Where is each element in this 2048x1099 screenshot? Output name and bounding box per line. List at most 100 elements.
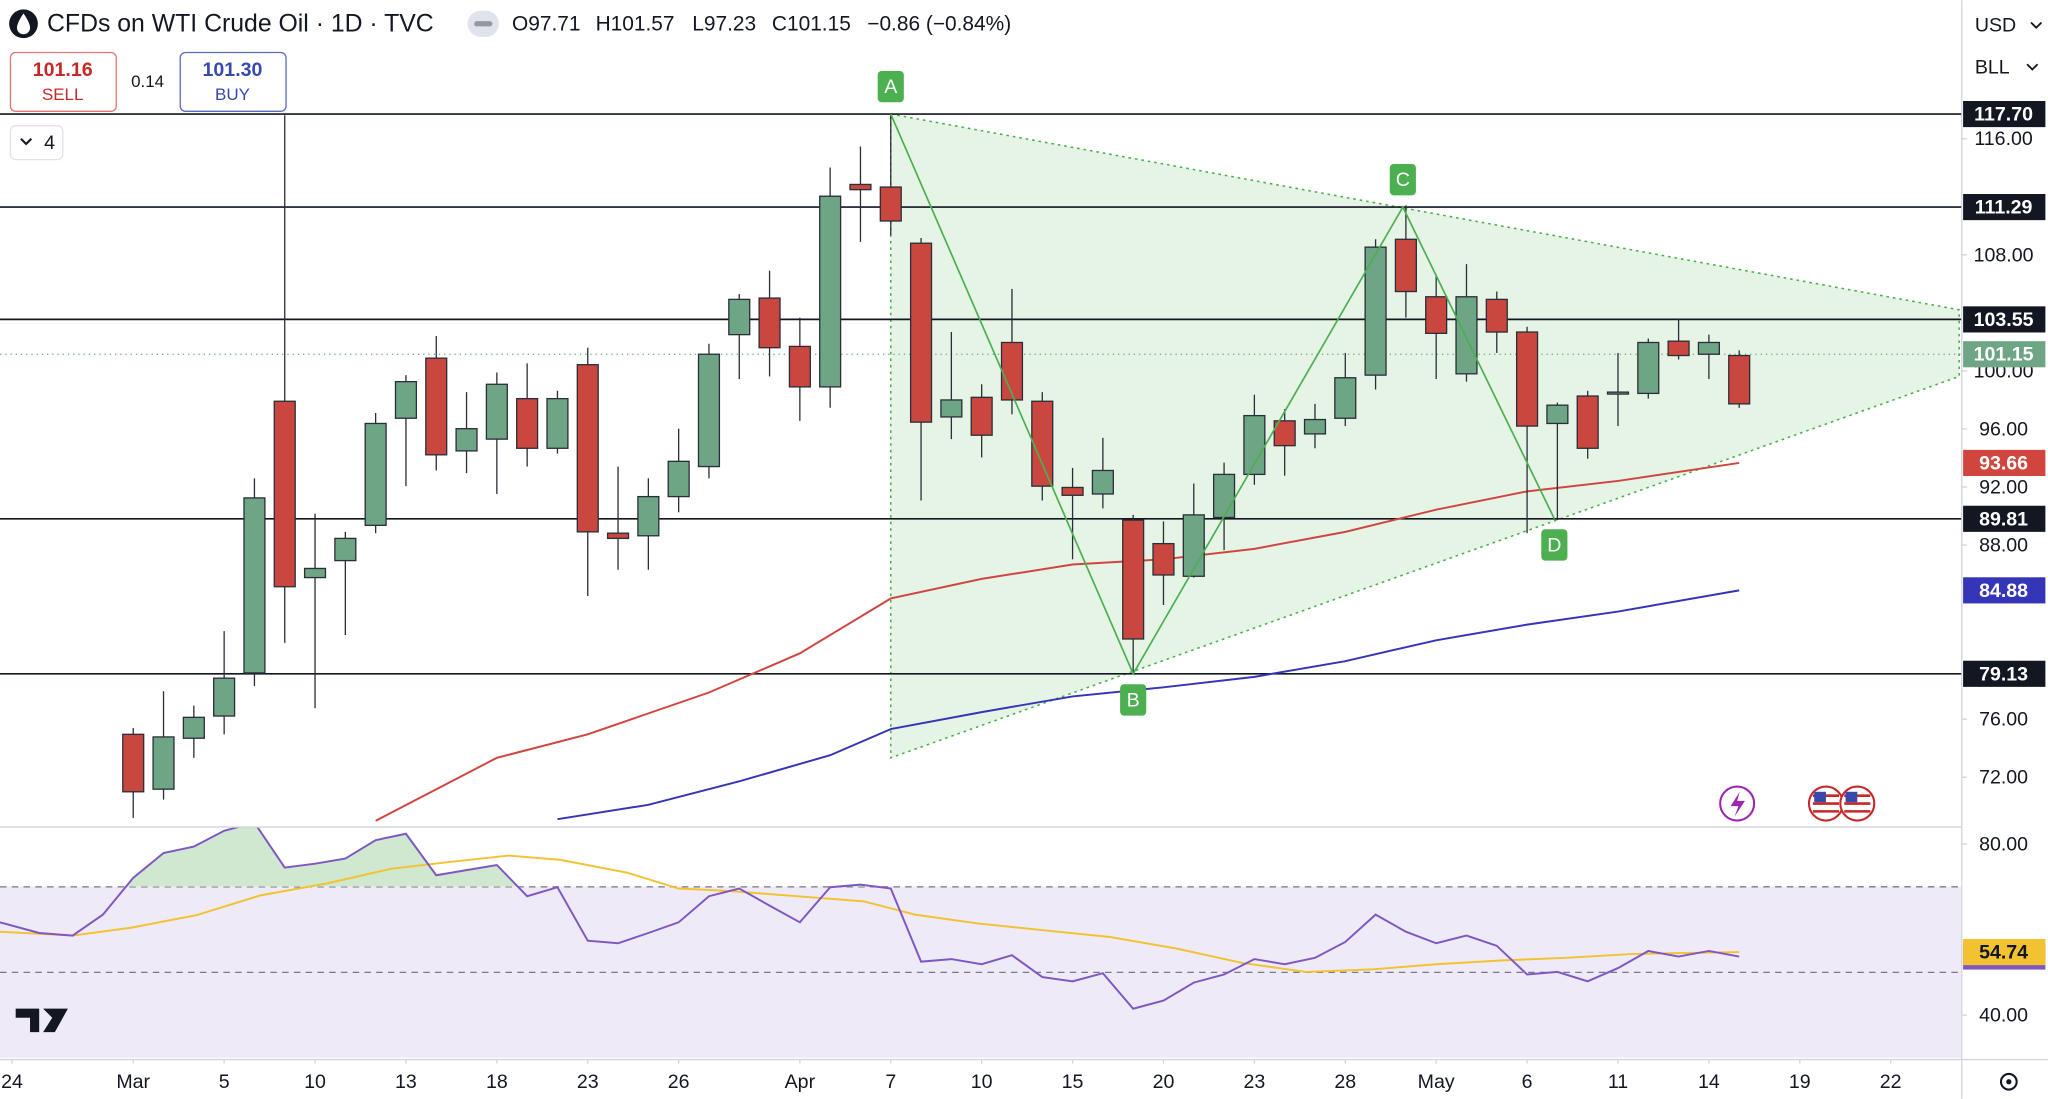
candle-body xyxy=(546,397,569,449)
ohlc-close: C101.15 xyxy=(772,13,851,36)
pattern-point-label: B xyxy=(1127,689,1140,711)
triangle-pattern xyxy=(889,113,1960,759)
y-tick-label: 80.00 xyxy=(1979,834,2028,856)
y-tick-label: 88.00 xyxy=(1979,535,2028,557)
pattern-point-label: D xyxy=(1547,534,1561,556)
candle-body xyxy=(1182,514,1205,577)
currency[interactable]: USD xyxy=(1975,15,2016,37)
sell-button[interactable] xyxy=(9,51,117,112)
x-tick-label: 15 xyxy=(1062,1071,1084,1093)
candle-body xyxy=(1364,246,1387,376)
candle-body xyxy=(1273,420,1296,447)
buy-label: BUY xyxy=(215,85,250,104)
price-label-bg xyxy=(1963,577,2046,604)
candle-body xyxy=(1697,341,1720,355)
y-tick-label: 116.00 xyxy=(1974,128,2033,150)
pattern-point-badge xyxy=(1389,163,1416,196)
flag-canton xyxy=(1814,791,1826,803)
candle-body xyxy=(1425,296,1448,334)
symbol-title[interactable]: CFDs on WTI Crude Oil · 1D · TVC xyxy=(47,11,434,38)
y-tick-label: 108.00 xyxy=(1974,244,2034,266)
price-label-bg xyxy=(1963,306,2046,333)
candle-body xyxy=(425,357,448,456)
candle-body xyxy=(182,716,205,739)
candle-body xyxy=(1637,341,1660,395)
indicators-toggle[interactable] xyxy=(9,125,64,161)
candle-body xyxy=(909,242,933,423)
candle-body xyxy=(394,381,418,419)
x-tick-label: 11 xyxy=(1608,1071,1628,1093)
chevron-icon xyxy=(2030,21,2043,29)
candle-body xyxy=(1576,395,1599,449)
x-tick-label: 22 xyxy=(1880,1071,1902,1093)
pattern-point-label: A xyxy=(884,76,898,98)
price-label: 111.29 xyxy=(1975,197,2033,219)
x-tick-label: 26 xyxy=(668,1071,690,1093)
moving-average xyxy=(375,461,1740,822)
price-label: 79.13 xyxy=(1979,663,2028,685)
candle-body xyxy=(243,497,266,674)
indicators-count: 4 xyxy=(44,132,55,154)
price-label: 117.70 xyxy=(1974,104,2033,126)
candle-body xyxy=(364,422,387,526)
tv-logo[interactable] xyxy=(15,1008,68,1033)
status-pill-dash xyxy=(474,21,493,27)
settings-icon[interactable] xyxy=(1999,1072,2018,1091)
price-label: 84.88 xyxy=(1979,580,2028,602)
x-tick-label: Apr xyxy=(785,1071,816,1093)
x-tick-label: 28 xyxy=(1334,1071,1356,1093)
candle-body xyxy=(819,195,842,388)
y-tick-label: 92.00 xyxy=(1979,477,2028,499)
pattern-point-badge xyxy=(1541,529,1568,561)
candle-body xyxy=(1485,298,1508,333)
chevron-icon xyxy=(20,137,33,146)
candle-body xyxy=(1122,519,1145,640)
candle-body xyxy=(788,345,811,388)
candle-body xyxy=(1728,354,1751,405)
candle-body xyxy=(1303,418,1327,435)
x-tick-label: 23 xyxy=(577,1071,599,1093)
x-tick-label: May xyxy=(1418,1071,1455,1093)
candle-body xyxy=(1606,391,1630,395)
candle-body xyxy=(1061,486,1084,496)
sell-price: 101.16 xyxy=(33,59,93,81)
price-label: 103.55 xyxy=(1974,309,2034,331)
spread: 0.14 xyxy=(131,72,164,91)
ohlc-open: O97.71 xyxy=(512,13,580,36)
price-label: 54.74 xyxy=(1979,942,2028,964)
candle-body xyxy=(849,183,872,191)
events-bolt xyxy=(1730,791,1745,817)
x-tick-label: 23 xyxy=(1243,1071,1265,1093)
pattern-point-badge xyxy=(1120,684,1147,716)
candle-body xyxy=(576,364,599,533)
buy-button[interactable] xyxy=(179,51,287,112)
price-label-bg xyxy=(1963,194,2046,221)
candle-body xyxy=(667,460,690,498)
x-tick-label: 10 xyxy=(304,1071,326,1093)
unit[interactable]: BLL xyxy=(1975,56,2010,78)
candle-body xyxy=(1091,469,1114,495)
candle-body xyxy=(637,495,660,537)
pattern-point-label: C xyxy=(1396,169,1410,191)
x-tick-label: 5 xyxy=(219,1071,230,1093)
candle-body xyxy=(1212,473,1236,519)
price-label-bg xyxy=(1963,660,2046,687)
y-tick-label: 96.00 xyxy=(1979,418,2028,440)
candle-body xyxy=(697,353,721,468)
price-label: 93.66 xyxy=(1979,452,2028,474)
candle-body xyxy=(516,397,539,449)
moving-average xyxy=(557,589,1740,821)
candle-body xyxy=(213,677,236,717)
x-tick-label: 14 xyxy=(1698,1071,1720,1093)
price-label-bg xyxy=(1963,341,2046,368)
candle-body xyxy=(758,297,781,349)
price-label-bg xyxy=(1963,100,2046,128)
candle-body xyxy=(1394,238,1417,293)
price-label: 89.81 xyxy=(1979,508,2028,530)
x-tick-label: 18 xyxy=(486,1071,508,1093)
x-tick-label: 6 xyxy=(1522,1071,1533,1093)
overbought-fill xyxy=(0,827,1740,887)
